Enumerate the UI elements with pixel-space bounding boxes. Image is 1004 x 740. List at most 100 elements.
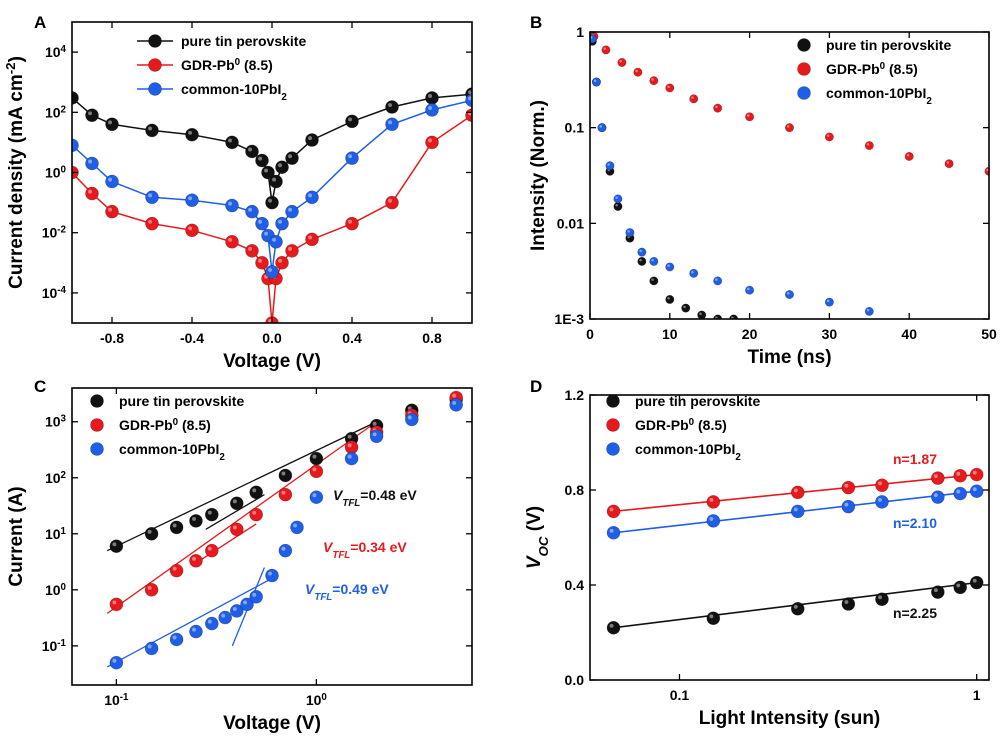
data-point-highlight [452, 393, 457, 398]
data-point-highlight [188, 130, 192, 135]
data-point-highlight [268, 319, 272, 323]
data-point [269, 174, 283, 189]
data-point [144, 641, 159, 656]
series-common-10pbi2 [72, 93, 472, 279]
data-point [601, 45, 611, 55]
data-point [591, 77, 601, 87]
data-point-highlight [312, 493, 317, 498]
plot-frame [71, 387, 473, 686]
legend-label: GDR-Pb0 (8.5) [826, 61, 918, 78]
x-axis-label: Light Intensity (sun) [699, 708, 881, 729]
data-point-highlight [747, 114, 750, 117]
data-point [72, 138, 79, 153]
data-point [204, 507, 219, 522]
data-point-highlight [278, 219, 282, 224]
data-point-highlight [258, 219, 262, 224]
data-point [285, 244, 299, 258]
data-point [345, 216, 359, 231]
data-point [265, 195, 279, 210]
data-point [285, 151, 299, 165]
legend-marker [90, 442, 104, 456]
legend-label: GDR-Pb0 (8.5) [119, 417, 211, 434]
data-point-highlight [428, 138, 432, 143]
legend-label: pure tin perovskite [181, 33, 306, 49]
data-point [706, 495, 721, 509]
data-point-highlight [112, 542, 117, 547]
data-point-highlight [288, 246, 292, 251]
data-point-highlight [258, 156, 262, 161]
data-point [969, 484, 984, 498]
plot-frame [589, 31, 990, 320]
x-tick-label: -0.4 [180, 330, 204, 346]
x-tick-label: 1 [973, 687, 981, 703]
data-point-highlight [878, 595, 882, 600]
data-point [613, 201, 623, 211]
data-point [240, 597, 254, 612]
data-point [745, 285, 755, 295]
data-point [229, 522, 244, 537]
data-point-highlight [651, 78, 654, 81]
data-point-highlight [112, 600, 117, 605]
data-point-highlight [428, 106, 432, 110]
x-axis-label: Time (ns) [747, 347, 831, 368]
data-point-highlight [221, 613, 226, 618]
data-point-highlight [603, 47, 606, 50]
data-point [784, 290, 794, 300]
data-point-highlight [308, 235, 312, 240]
data-point-highlight [192, 556, 196, 561]
data-point-highlight [468, 96, 472, 101]
legend-marker [90, 418, 104, 432]
data-point-highlight [615, 203, 618, 207]
x-axis-label: Voltage (V) [223, 713, 321, 734]
x-tick-label: 10-1 [104, 692, 129, 709]
legend-marker [148, 34, 162, 48]
data-point [185, 193, 199, 208]
y-tick-label: 1E-3 [554, 311, 584, 327]
data-point-highlight [609, 507, 614, 512]
data-point [665, 262, 675, 272]
fit-line [205, 494, 265, 530]
data-point-highlight [248, 147, 252, 152]
data-point-highlight [293, 523, 297, 528]
data-point [109, 597, 124, 612]
data-point-highlight [786, 125, 790, 128]
data-point [249, 485, 263, 500]
data-point-highlight [148, 126, 152, 131]
fit-line [106, 421, 377, 614]
legend-marker [148, 82, 162, 96]
data-point-highlight [188, 226, 192, 231]
data-point [425, 135, 439, 150]
data-point [275, 255, 289, 270]
data-point-highlight [747, 287, 750, 291]
series-common-10pbi2 [606, 484, 984, 540]
data-point-highlight [388, 120, 392, 125]
data-point [305, 133, 319, 147]
data-point-highlight [207, 546, 212, 551]
data-point-highlight [615, 196, 618, 199]
data-point [255, 216, 269, 231]
legend-marker [606, 418, 620, 432]
legend-label: GDR-Pb0 (8.5) [181, 57, 273, 74]
data-point [875, 592, 889, 607]
x-tick-label: 20 [742, 326, 758, 342]
data-point-highlight [312, 467, 317, 472]
panel-letter: C [34, 377, 46, 396]
data-point [385, 195, 399, 210]
y-tick-label: 100 [45, 581, 67, 598]
annotation: n=2.10 [893, 515, 937, 531]
data-point [633, 67, 643, 77]
data-point [265, 568, 279, 583]
series-common-10pbi2 [109, 398, 463, 670]
data-point [841, 499, 856, 514]
data-point [864, 306, 874, 316]
data-point-highlight [172, 566, 177, 571]
data-point-highlight [793, 604, 798, 609]
data-point [255, 255, 269, 270]
legend-marker [606, 394, 620, 408]
data-point-highlight [651, 258, 654, 262]
data-point [185, 223, 199, 238]
y-tick-label: 104 [45, 44, 67, 61]
y-axis-label: Intensity (Norm.) [528, 100, 549, 251]
data-point [790, 504, 805, 519]
x-tick-label: 50 [981, 326, 997, 342]
